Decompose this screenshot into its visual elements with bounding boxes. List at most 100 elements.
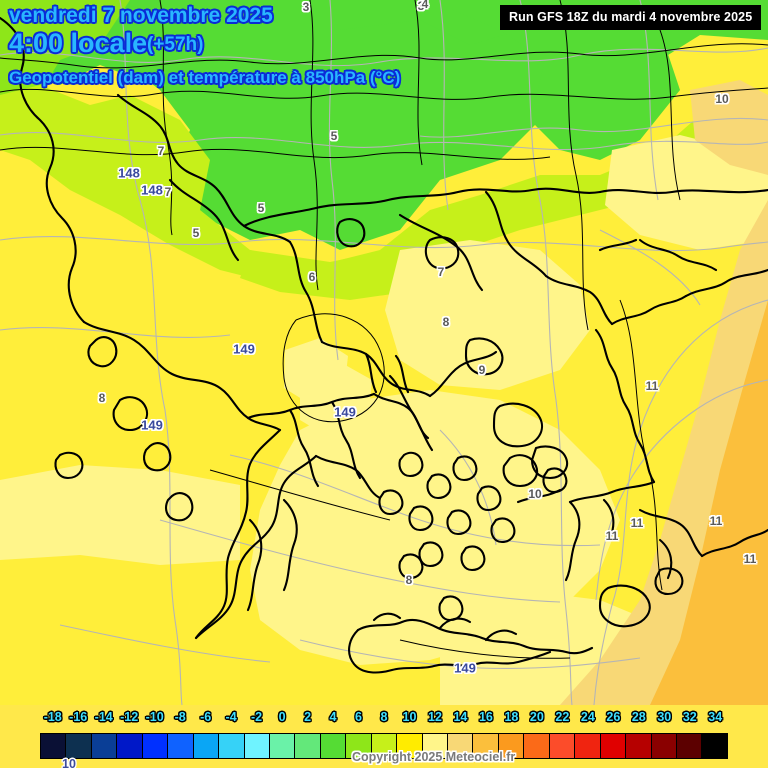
legend-extra-label: 10: [62, 757, 76, 768]
temperature-label: 7: [437, 265, 445, 279]
temperature-label: 5: [257, 201, 265, 215]
legend-swatch: [142, 734, 169, 758]
forecast-lead-time: (+57h): [147, 34, 204, 55]
legend-tick-labels: -18 -16 -14 -12 -10 -8 -6 -4 -2 0 2 4 6 8 10 12 14 16 18 20…: [40, 710, 728, 728]
temperature-contours: [0, 0, 768, 659]
legend-tick: 18: [504, 710, 519, 724]
temperature-label: 11: [743, 552, 757, 566]
temperature-label: 7: [157, 144, 165, 158]
legend-tick: 12: [428, 710, 442, 724]
temperature-label: 9: [478, 363, 486, 377]
legend-tick: 10: [402, 710, 417, 724]
legend-swatch: [549, 734, 576, 758]
legend-swatch: [193, 734, 220, 758]
legend-swatch: [219, 734, 245, 758]
model-run-banner: Run GFS 18Z du mardi 4 novembre 2025: [500, 5, 762, 30]
geopotential-label: 149: [233, 341, 255, 357]
legend-tick: 2: [304, 710, 312, 724]
legend-swatch: [473, 734, 499, 758]
temp-band-10-12-north-aegean: [385, 240, 590, 390]
legend-tick: -16: [69, 710, 88, 724]
legend-swatch: [626, 734, 652, 758]
legend-swatch: [575, 734, 601, 758]
legend-tick: 26: [606, 710, 621, 724]
legend-swatch: [91, 734, 118, 758]
legend-swatch: [41, 734, 67, 758]
legend-swatch: [66, 734, 92, 758]
temperature-label: 11: [630, 516, 644, 530]
legend-tick: -2: [251, 710, 263, 724]
temperature-label: 8: [405, 573, 413, 587]
legend-tick: 22: [555, 710, 570, 724]
legend-swatch: [651, 734, 677, 758]
legend-tick: -18: [43, 710, 62, 724]
parameter-title: Geopotentiel (dam) et température à 850h…: [9, 68, 401, 87]
legend-tick: -14: [94, 710, 113, 724]
model-run-label: Run GFS 18Z du mardi 4 novembre 2025: [509, 10, 753, 24]
legend-tick: 0: [278, 710, 286, 724]
legend-swatch: [600, 734, 627, 758]
temp-band-patch-turkey: [605, 135, 768, 250]
legend-swatch: [397, 734, 423, 758]
copyright-notice: Copyright 2025 Meteociel.fr: [352, 750, 516, 764]
legend-swatch: [244, 734, 270, 758]
temperature-label: 10: [715, 92, 729, 106]
temperature-label: 10: [528, 487, 542, 501]
legend-swatch: [524, 734, 550, 758]
legend-tick: -8: [174, 710, 186, 724]
legend-tick: -12: [120, 710, 139, 724]
legend-color-bar: [40, 733, 728, 759]
map-canvas: [0, 0, 768, 705]
legend-tick: 20: [529, 710, 544, 724]
legend-tick: 28: [631, 710, 646, 724]
legend-swatch: [702, 734, 727, 758]
legend-swatch: [168, 734, 194, 758]
legend-tick: 24: [580, 710, 595, 724]
legend-tick: -6: [200, 710, 212, 724]
legend-tick: 6: [355, 710, 362, 724]
temp-band-corner: [0, 0, 40, 40]
geopotential-label: 149: [454, 660, 476, 676]
temperature-label: 3: [302, 0, 310, 14]
forecast-time: 4:00 locale: [9, 28, 148, 58]
legend-swatch: [676, 734, 703, 758]
geopotential-label: 149: [334, 404, 356, 420]
temperature-label: 5: [192, 226, 200, 240]
temp-band-14-16-se: [650, 300, 768, 705]
temperature-label: 7: [164, 185, 172, 199]
temperature-label: 5: [330, 129, 338, 143]
legend-swatch: [498, 734, 525, 758]
legend-tick: 32: [682, 710, 697, 724]
temperature-color-legend: -18 -16 -14 -12 -10 -8 -6 -4 -2 0 2 4 6 8 10 12 14 16 18 20…: [0, 705, 768, 768]
legend-swatch: [320, 734, 347, 758]
temperature-label: 11: [605, 529, 619, 543]
temp-band-warm-ne: [690, 80, 768, 175]
legend-tick: -10: [145, 710, 164, 724]
legend-tick: 30: [657, 710, 672, 724]
temperature-label: 8: [442, 315, 450, 329]
legend-swatch: [346, 734, 372, 758]
temperature-label: 11: [645, 379, 659, 393]
weather-map[interactable]: 148 148 149 149 149 149 3 3 4 5 5 5 7 7 6 7 8 8 9 10 10 11 11 1…: [0, 0, 768, 705]
forecast-date: vendredi 7 novembre 2025: [9, 4, 273, 27]
temperature-label: 11: [709, 514, 723, 528]
legend-swatch: [269, 734, 296, 758]
legend-tick: 34: [708, 710, 723, 724]
legend-tick: 8: [380, 710, 388, 724]
legend-swatch: [422, 734, 448, 758]
temp-band-10-12-ionian: [0, 465, 240, 565]
legend-tick: 4: [329, 710, 337, 724]
legend-swatch: [295, 734, 321, 758]
geopotential-label: 148: [141, 182, 163, 198]
temperature-label: 6: [308, 270, 316, 284]
legend-tick: 14: [453, 710, 468, 724]
legend-swatch: [448, 734, 474, 758]
coastlines: [0, 16, 768, 674]
legend-tick: -4: [225, 710, 237, 724]
temp-band-4-6-core: [120, 0, 560, 250]
legend-tick: 16: [478, 710, 493, 724]
temp-band-6-halo: [0, 85, 768, 290]
temperature-label: 4: [421, 0, 429, 11]
geopotential-label: 148: [118, 165, 140, 181]
